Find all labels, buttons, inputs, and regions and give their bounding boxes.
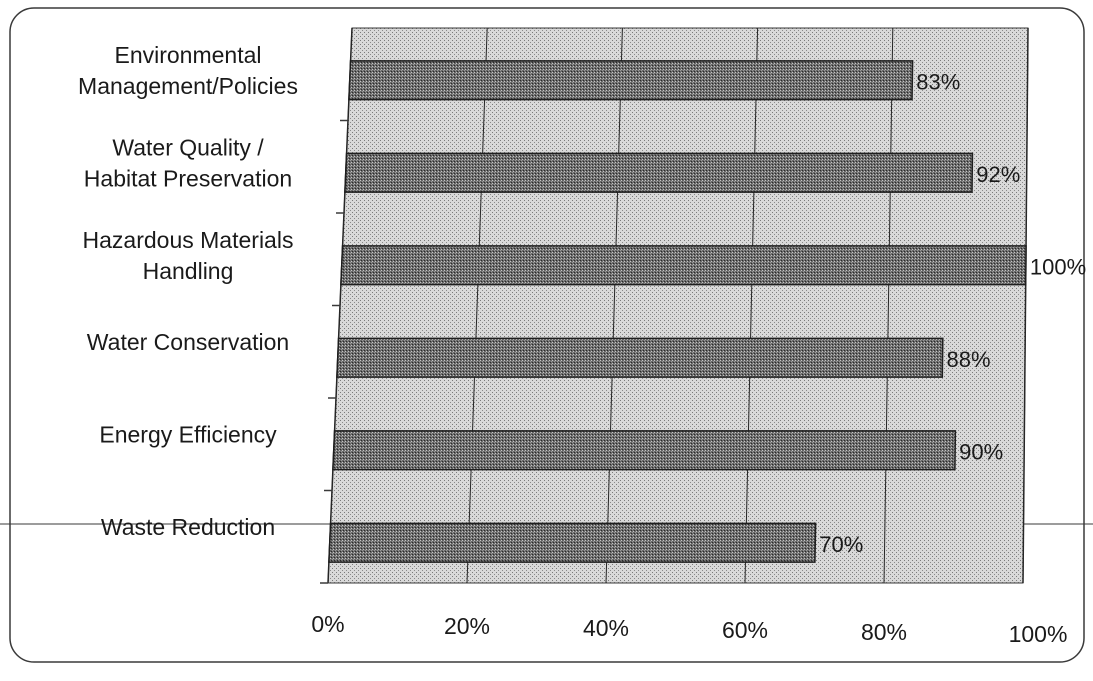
category-label: Energy Efficiency <box>99 421 277 447</box>
y-axis-labels: Environmental Management/Policies Water Qu… <box>78 42 298 540</box>
data-labels: 83% 92% 100% 88% 90% 70% <box>819 69 1086 557</box>
x-tick-label: 80% <box>861 619 907 645</box>
data-label: 92% <box>976 162 1020 187</box>
gridline <box>744 27 759 584</box>
category-label: Hazardous Materials Handling <box>83 227 294 284</box>
bar <box>332 430 957 471</box>
gridline <box>883 27 894 584</box>
x-axis-labels: 0% 20% 40% 60% 80% 100% <box>311 611 1067 647</box>
data-label: 83% <box>916 69 960 94</box>
bar <box>336 337 944 378</box>
x-tick-label: 0% <box>311 611 344 637</box>
bars <box>328 60 1027 563</box>
chart-border <box>9 7 1085 663</box>
gridline <box>605 27 623 584</box>
x-tick-label: 60% <box>722 617 768 643</box>
bar <box>348 60 914 101</box>
bar <box>340 245 1027 286</box>
bar <box>344 152 974 193</box>
category-label: Water Conservation <box>87 329 289 355</box>
category-label: Waste Reduction <box>101 514 275 540</box>
data-label: 90% <box>959 439 1003 464</box>
category-label: Environmental Management/Policies <box>78 42 298 99</box>
bar <box>328 522 817 563</box>
x-tick-label: 20% <box>444 613 490 639</box>
plot-background <box>327 27 1029 584</box>
category-label: Water Quality / Habitat Preservation <box>84 134 292 191</box>
data-label: 88% <box>947 347 991 372</box>
data-label: 70% <box>819 532 863 557</box>
gridline <box>1022 27 1029 584</box>
plot-area <box>320 27 1029 584</box>
gridline <box>466 27 488 584</box>
data-label: 100% <box>1030 254 1086 279</box>
x-tick-label: 40% <box>583 615 629 641</box>
x-tick-label: 100% <box>1009 621 1068 647</box>
y-axis-ticks <box>320 119 348 584</box>
